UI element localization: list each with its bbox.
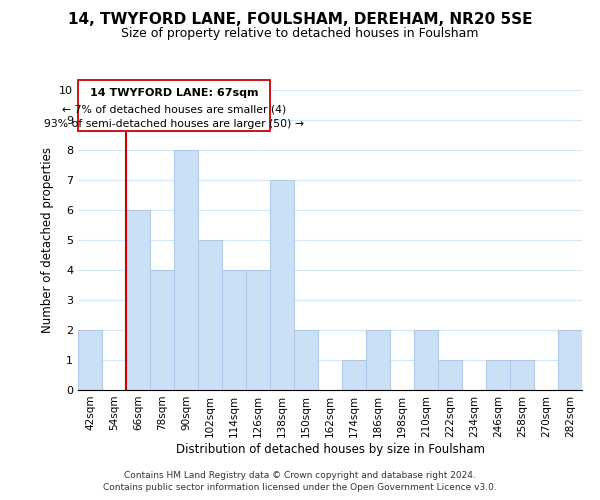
- Text: 14, TWYFORD LANE, FOULSHAM, DEREHAM, NR20 5SE: 14, TWYFORD LANE, FOULSHAM, DEREHAM, NR2…: [68, 12, 532, 28]
- Bar: [126, 210, 150, 390]
- Bar: [150, 270, 174, 390]
- Bar: [366, 330, 390, 390]
- Bar: [438, 360, 462, 390]
- Bar: [198, 240, 222, 390]
- Bar: [414, 330, 438, 390]
- Bar: [222, 270, 246, 390]
- Bar: [342, 360, 366, 390]
- Bar: [510, 360, 534, 390]
- Bar: [558, 330, 582, 390]
- Bar: [174, 150, 198, 390]
- FancyBboxPatch shape: [79, 80, 271, 132]
- Text: Size of property relative to detached houses in Foulsham: Size of property relative to detached ho…: [121, 28, 479, 40]
- Bar: [294, 330, 318, 390]
- Bar: [270, 180, 294, 390]
- Bar: [78, 330, 102, 390]
- Text: ← 7% of detached houses are smaller (4): ← 7% of detached houses are smaller (4): [62, 104, 287, 115]
- Text: Contains HM Land Registry data © Crown copyright and database right 2024.: Contains HM Land Registry data © Crown c…: [124, 471, 476, 480]
- Text: 14 TWYFORD LANE: 67sqm: 14 TWYFORD LANE: 67sqm: [90, 88, 259, 98]
- X-axis label: Distribution of detached houses by size in Foulsham: Distribution of detached houses by size …: [176, 442, 485, 456]
- Bar: [246, 270, 270, 390]
- Y-axis label: Number of detached properties: Number of detached properties: [41, 147, 53, 333]
- Text: Contains public sector information licensed under the Open Government Licence v3: Contains public sector information licen…: [103, 483, 497, 492]
- Text: 93% of semi-detached houses are larger (50) →: 93% of semi-detached houses are larger (…: [44, 119, 304, 129]
- Bar: [486, 360, 510, 390]
